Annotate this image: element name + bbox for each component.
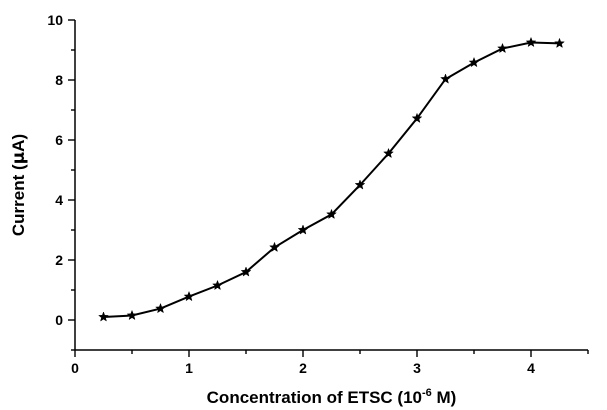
x-tick-label: 2 <box>299 360 307 376</box>
data-point-star <box>98 311 109 322</box>
x-tick-label: 4 <box>527 360 535 376</box>
x-axis-title-suffix: M) <box>432 388 457 407</box>
data-point-star <box>212 279 223 291</box>
x-axis-title: Concentration of ETSC (10-6 M) <box>207 387 457 407</box>
data-point-star <box>354 179 366 190</box>
y-axis-title-suffix: A) <box>9 134 28 152</box>
x-axis-title-prefix: Concentration of ETSC (10 <box>207 388 422 407</box>
data-point-star <box>126 309 138 321</box>
y-tick-label: 2 <box>55 252 63 268</box>
series-group <box>98 36 565 322</box>
data-point-star <box>411 112 423 124</box>
data-point-star <box>554 37 565 49</box>
x-axis-title-superscript: -6 <box>422 387 432 399</box>
data-point-star <box>326 208 337 220</box>
series-line <box>103 41 560 318</box>
data-point-star <box>525 36 537 48</box>
y-tick-label: 4 <box>55 192 63 208</box>
x-tick-label: 1 <box>185 360 193 376</box>
y-axis-title-greek: μ <box>9 152 29 165</box>
x-axis-ticks: 0 1 2 3 4 <box>71 350 589 376</box>
x-tick-label: 0 <box>71 360 79 376</box>
data-point-star <box>240 266 252 277</box>
y-axis-ticks: 0 2 4 6 8 10 <box>47 12 75 351</box>
data-point-star <box>155 302 166 314</box>
data-point-star <box>297 224 309 235</box>
data-point-star <box>383 147 394 159</box>
data-point-star <box>440 73 451 84</box>
y-tick-label: 10 <box>47 12 63 28</box>
y-axis-title-prefix: Current ( <box>9 164 28 236</box>
data-point-star <box>497 42 508 54</box>
x-tick-label: 3 <box>413 360 421 376</box>
y-tick-label: 0 <box>55 312 63 328</box>
y-tick-label: 6 <box>55 132 63 148</box>
axes <box>74 20 588 351</box>
data-point-star <box>468 56 480 68</box>
data-point-star <box>183 290 195 302</box>
data-point-star <box>269 241 280 253</box>
y-axis-title: Current (μA) <box>9 134 29 236</box>
y-tick-label: 8 <box>55 72 63 88</box>
